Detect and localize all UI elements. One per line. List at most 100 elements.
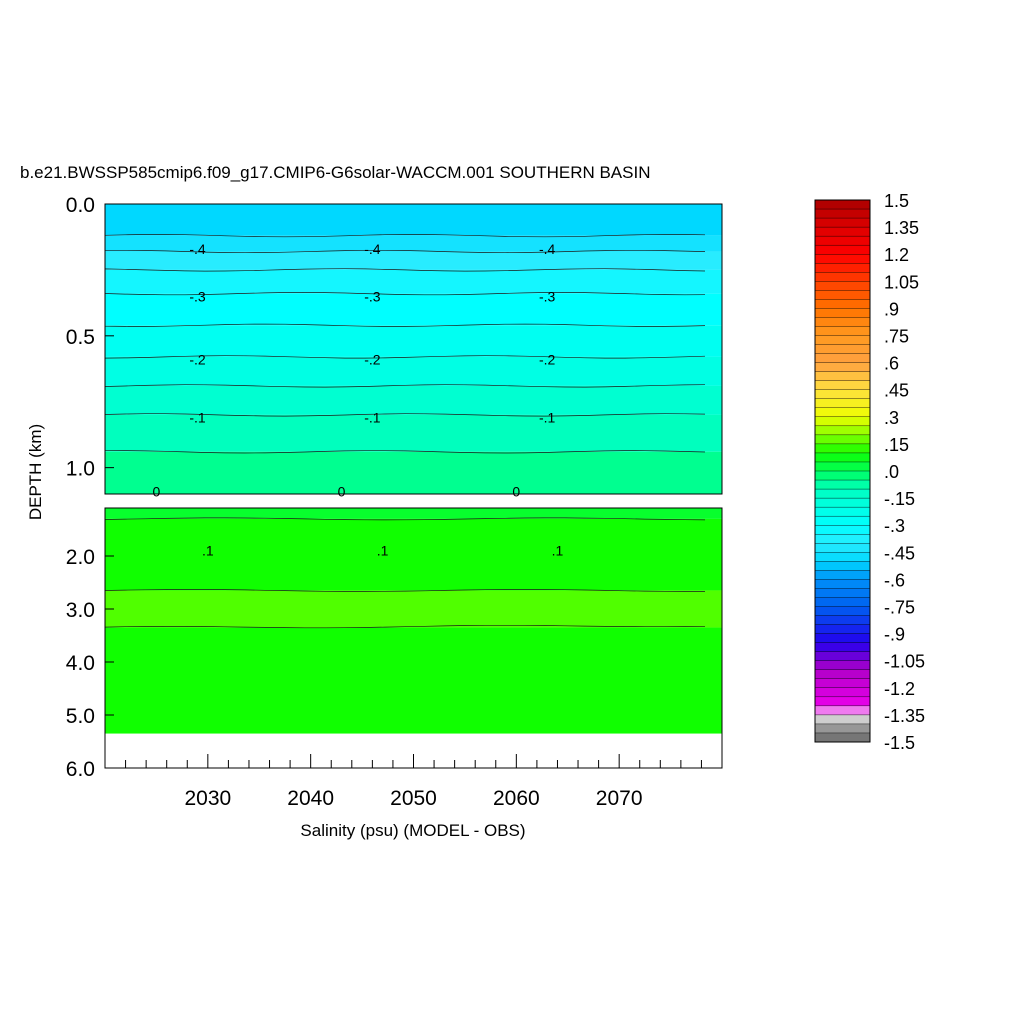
upper-contour-line: [104, 234, 706, 238]
colorbar-bin: [814, 642, 871, 653]
upper-contour-label: -.3: [539, 288, 556, 304]
lower-contour-label: .1: [552, 543, 564, 559]
colorbar-bin: [814, 317, 871, 327]
lower-y-tick-label: 5.0: [66, 705, 95, 728]
upper-y-tick-label: 0.5: [66, 326, 95, 349]
colorbar-tick-label: -1.5: [884, 733, 915, 753]
colorbar-tick-label: -.3: [884, 516, 905, 536]
upper-y-tick-label: 0.0: [66, 194, 95, 217]
upper-band: [105, 451, 722, 494]
colorbar-bin: [814, 615, 871, 626]
x-axis: 2030 2040 2050 2060 2070: [184, 787, 642, 810]
colorbar-bin: [814, 434, 871, 445]
upper-contour-label: -.4: [189, 241, 206, 257]
colorbar-bin: [814, 326, 871, 337]
colorbar-tick-label: -.75: [884, 598, 915, 618]
colorbar-bin: [814, 506, 871, 517]
upper-contour-label: -.1: [539, 410, 556, 426]
lower-y-tick-label: 4.0: [66, 652, 95, 675]
upper-contour-line: [104, 249, 706, 254]
x-tick-label: 2070: [596, 787, 643, 810]
colorbar-bin: [814, 543, 871, 553]
colorbar-bin: [814, 407, 871, 418]
colorbar-bin: [814, 416, 871, 427]
colorbar-bin: [814, 534, 871, 544]
upper-contour-label: 0: [338, 483, 346, 499]
colorbar-frame: [814, 199, 871, 743]
upper-band: [105, 251, 722, 270]
colorbar-tick-label: .15: [884, 435, 909, 455]
colorbar-bin: [814, 208, 871, 219]
colorbar-tick-label: 1.5: [884, 191, 909, 211]
colorbar-bin: [814, 344, 871, 355]
colorbar-bin: [814, 263, 871, 273]
chart-title: b.e21.BWSSP585cmip6.f09_g17.CMIP6-G6sola…: [20, 163, 651, 182]
colorbar-bin: [814, 597, 871, 608]
lower-band: [105, 590, 722, 628]
upper-band: [105, 356, 722, 386]
x-tick-label: 2040: [287, 787, 334, 810]
colorbar-tick-label: -1.35: [884, 706, 925, 726]
colorbar-bin: [814, 651, 871, 662]
colorbar-tick-label: -1.2: [884, 679, 915, 699]
upper-contour-line: [104, 413, 706, 417]
colorbar-bin: [814, 380, 871, 391]
upper-contour-line: [104, 450, 706, 454]
upper-contour-line: [104, 268, 706, 272]
x-tick-label: 2050: [390, 787, 437, 810]
colorbar-tick-label: -.45: [884, 543, 915, 563]
colorbar-bin: [814, 335, 871, 346]
colorbar-bin: [814, 461, 871, 472]
lower-y-tick-label: 3.0: [66, 599, 95, 622]
colorbar-bin: [814, 696, 871, 707]
colorbar-bin: [814, 705, 871, 716]
colorbar-tick-label: .0: [884, 462, 899, 482]
colorbar-bin: [814, 272, 871, 282]
colorbar-tick-label: 1.35: [884, 218, 919, 238]
upper-contour-label: 0: [153, 483, 161, 499]
colorbar-tick-label: 1.05: [884, 272, 919, 292]
colorbar-tick-label: -1.05: [884, 652, 925, 672]
lower-y-tick-label: 6.0: [66, 758, 95, 781]
lower-band: [105, 518, 722, 591]
upper-band: [105, 269, 722, 294]
x-tick-label: 2060: [493, 787, 540, 810]
colorbar-bin: [814, 579, 871, 589]
colorbar-bin: [814, 525, 871, 535]
colorbar-tick-label: .9: [884, 299, 899, 319]
upper-band: [105, 325, 722, 357]
colorbar-bin: [814, 244, 871, 255]
colorbar-bin: [814, 199, 871, 210]
upper-contour-label: -.2: [364, 352, 381, 368]
colorbar-bin: [814, 371, 871, 382]
upper-band: [105, 204, 722, 236]
upper-contour-line: [104, 384, 706, 388]
colorbar-bin: [814, 452, 871, 463]
upper-contour-label: -.4: [539, 241, 556, 257]
colorbar-bin: [814, 308, 871, 318]
upper-contour-label: 0: [512, 483, 520, 499]
upper-y-tick-label: 1.0: [66, 458, 95, 481]
colorbar-bin: [814, 669, 871, 680]
upper-band: [105, 414, 722, 452]
colorbar-bin: [814, 552, 871, 562]
upper-band: [105, 293, 722, 326]
colorbar-bin: [814, 470, 871, 481]
lower-contour-line: [104, 589, 705, 592]
colorbar-bin: [814, 570, 871, 580]
colorbar-bin: [814, 687, 871, 698]
colorbar-bin: [814, 479, 871, 490]
colorbar-bin: [814, 217, 871, 228]
colorbar-tick-label: 1.2: [884, 245, 909, 265]
upper-band: [105, 235, 722, 252]
colorbar-bin: [814, 723, 871, 734]
y-axis-label: DEPTH (km): [26, 424, 45, 520]
lower-band: [105, 627, 722, 734]
upper-contour-line: [104, 355, 706, 359]
upper-contour-label: -.1: [364, 410, 381, 426]
colorbar-bin: [814, 732, 871, 743]
colorbar-bin: [814, 678, 871, 689]
colorbar-bin: [814, 660, 871, 671]
upper-contour-label: -.3: [364, 288, 381, 304]
